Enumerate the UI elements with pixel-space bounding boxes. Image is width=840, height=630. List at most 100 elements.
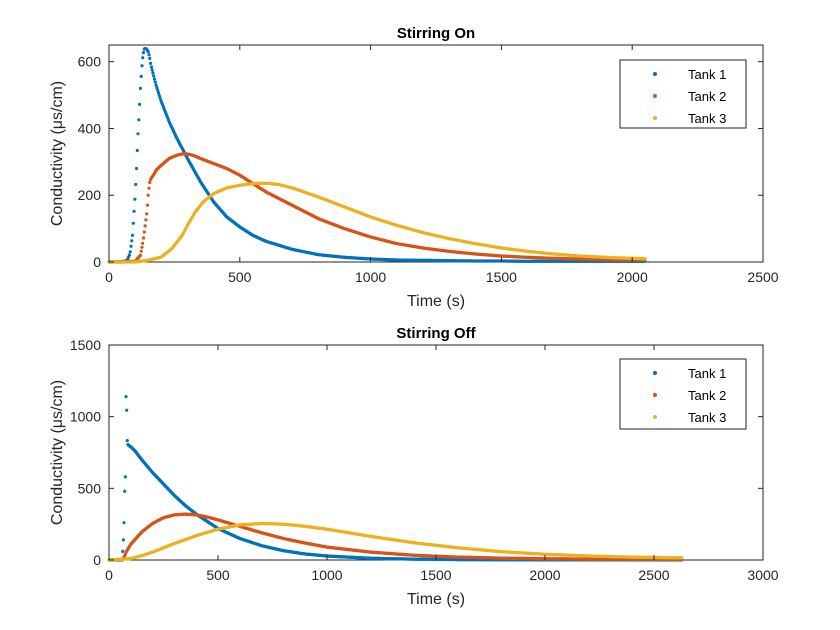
data-point	[130, 239, 134, 243]
data-point	[132, 209, 136, 213]
data-point	[152, 74, 156, 78]
data-point	[158, 96, 162, 100]
x-axis-label: Time (s)	[407, 293, 465, 310]
legend-entry: Tank 3	[688, 410, 726, 425]
legend-marker	[653, 393, 657, 397]
data-point	[125, 439, 129, 443]
data-point	[140, 245, 144, 249]
x-tick-label: 2000	[617, 269, 648, 285]
y-tick-label: 1500	[70, 337, 101, 353]
data-point	[131, 221, 135, 225]
x-tick-label: 1500	[420, 567, 451, 583]
chart-2: 0 500 1000 1500 2000 2500 3000050010001500Stir…	[49, 325, 779, 608]
x-tick-label: 0	[105, 269, 113, 285]
data-point	[139, 249, 143, 253]
y-axis-label: Conductivity (μs/cm)	[49, 380, 66, 525]
data-point	[145, 203, 150, 207]
data-point	[152, 77, 157, 81]
y-tick-label: 0	[93, 552, 101, 568]
data-point	[121, 538, 125, 542]
y-tick-label: 200	[78, 187, 102, 203]
data-point	[148, 180, 152, 185]
data-point	[124, 395, 128, 399]
data-point	[146, 193, 150, 197]
data-point	[130, 233, 135, 237]
data-point	[135, 148, 139, 153]
legend-entry: Tank 3	[688, 111, 726, 126]
x-tick-label: 2500	[747, 269, 778, 285]
data-point	[147, 53, 151, 57]
data-point	[154, 83, 158, 87]
data-point	[141, 241, 145, 245]
data-point	[146, 50, 150, 54]
data-point	[147, 186, 151, 190]
data-point	[149, 65, 153, 69]
data-point	[680, 556, 684, 560]
data-point	[138, 253, 142, 257]
legend-marker	[653, 415, 657, 419]
legend-entry: Tank 2	[688, 89, 726, 104]
data-point	[643, 257, 647, 261]
legend-box	[619, 358, 747, 430]
data-point	[129, 244, 133, 248]
data-point	[121, 549, 125, 554]
data-point	[143, 224, 147, 228]
chart-title: Stirring Off	[396, 325, 476, 342]
data-point	[128, 250, 132, 254]
data-point	[157, 93, 161, 97]
data-point	[151, 71, 155, 75]
data-point	[150, 68, 154, 72]
y-axis-label: Conductivity (μs/cm)	[49, 81, 66, 226]
legend-marker	[653, 94, 657, 98]
data-point	[137, 118, 141, 122]
data-point	[155, 86, 159, 90]
data-point	[123, 489, 127, 493]
legend: Tank 1 Tank 2 Tank 3	[619, 59, 747, 129]
x-tick-label: 3000	[747, 567, 778, 583]
legend-marker	[653, 116, 657, 120]
y-tick-label: 600	[78, 54, 102, 70]
data-point	[153, 80, 157, 84]
data-point	[145, 212, 149, 216]
data-point	[125, 408, 129, 412]
x-tick-label: 500	[206, 567, 230, 583]
legend-marker	[653, 72, 657, 76]
legend-entry: Tank 1	[688, 67, 726, 82]
chart-title: Stirring On	[397, 25, 475, 42]
y-tick-label: 500	[78, 480, 102, 496]
x-tick-label: 500	[228, 269, 252, 285]
data-point	[133, 197, 137, 201]
data-point	[141, 56, 145, 60]
y-tick-label: 1000	[70, 409, 101, 425]
data-point	[141, 51, 146, 55]
data-point	[156, 88, 160, 92]
data-point	[127, 253, 131, 257]
data-point	[149, 61, 153, 65]
x-tick-label: 2500	[638, 567, 669, 583]
data-point	[136, 132, 140, 136]
data-point	[134, 182, 138, 187]
series-tank-3	[107, 181, 647, 264]
legend-box	[619, 59, 747, 129]
data-point	[138, 86, 142, 90]
x-tick-label: 1000	[311, 567, 342, 583]
y-tick-label: 400	[78, 120, 102, 136]
data-point	[139, 74, 143, 78]
legend-entry: Tank 1	[688, 366, 726, 381]
data-point	[123, 475, 127, 479]
data-point	[142, 230, 146, 234]
y-tick-label: 0	[93, 254, 101, 270]
data-point	[122, 521, 126, 525]
x-tick-label: 1000	[355, 269, 386, 285]
data-point	[134, 166, 139, 171]
x-axis-label: Time (s)	[407, 591, 465, 608]
data-point	[156, 91, 160, 95]
data-point	[140, 64, 144, 68]
x-tick-label: 1500	[486, 269, 517, 285]
series-tank-3	[107, 521, 684, 562]
data-point	[138, 102, 142, 106]
data-point	[141, 236, 146, 240]
data-point	[148, 56, 152, 61]
